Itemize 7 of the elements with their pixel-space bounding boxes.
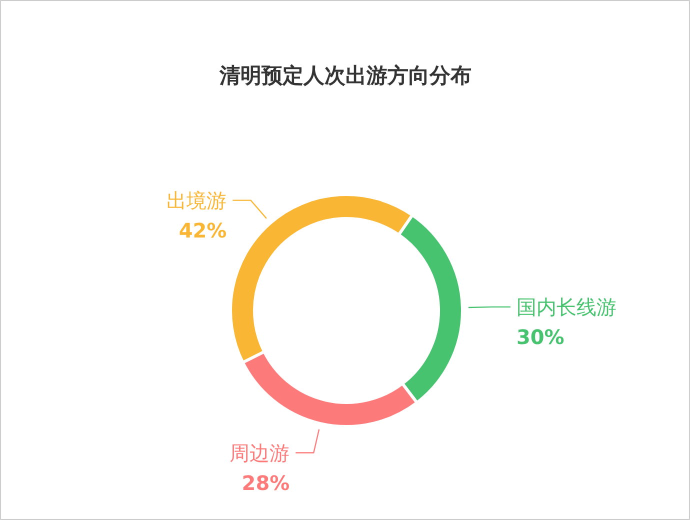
data-label: 30% [516,324,564,349]
data-label: 42% [178,218,227,242]
slice-label: 国内长线游 [516,294,616,319]
chart-title: 清明预定人次出游方向分布 [218,64,472,88]
slice-label: 周边游 [230,440,290,465]
data-label: 28% [242,470,290,495]
slice-label: 出境游 [166,188,227,212]
